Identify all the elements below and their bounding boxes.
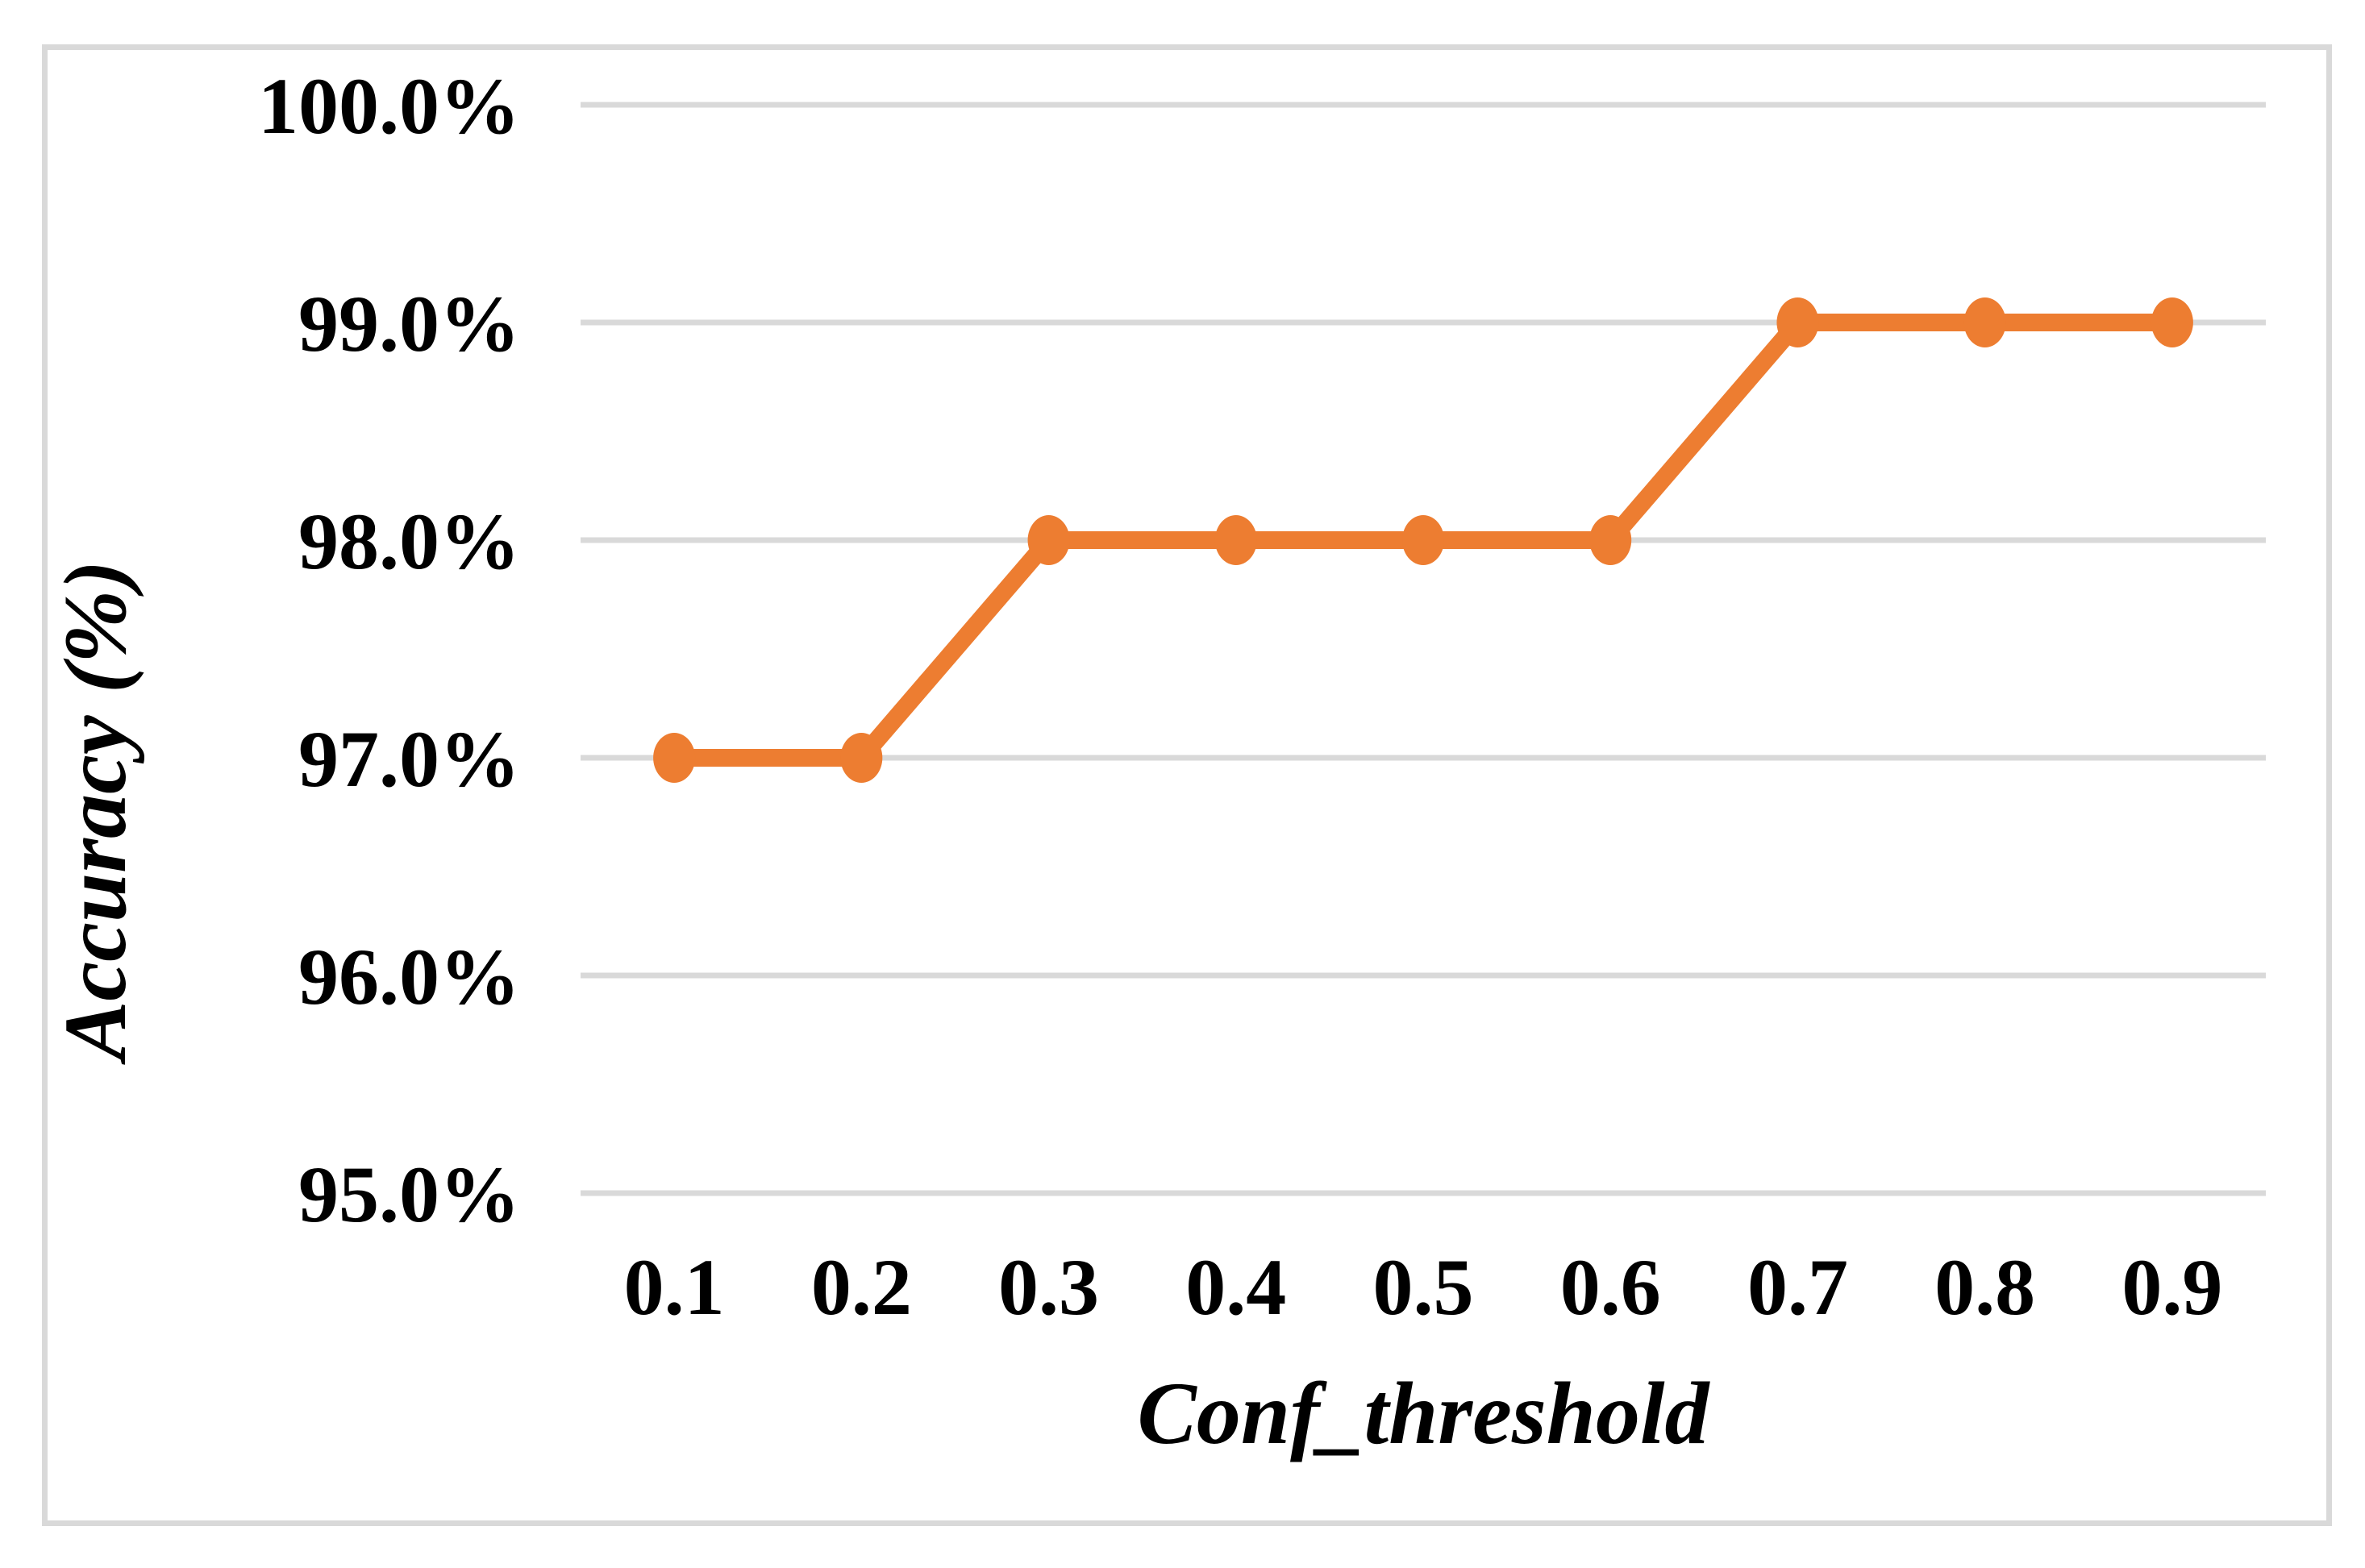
data-point-marker [1214,515,1257,565]
data-point-marker [1027,515,1070,565]
y-tick-label: 95.0% [298,1150,520,1239]
x-tick-label: 0.4 [1185,1242,1286,1332]
data-point-marker [2151,297,2193,347]
x-axis-title: Conf_threshold [1137,1364,1710,1462]
x-tick-label: 0.7 [1747,1242,1848,1332]
data-point-marker [1776,297,1819,347]
x-tick-label: 0.9 [2121,1242,2222,1332]
y-axis-tick-labels: 95.0% 96.0% 97.0% 98.0% 99.0% 100.0% [258,61,520,1239]
y-tick-label: 96.0% [298,932,520,1021]
data-point-marker [1589,515,1632,565]
data-point-marker [1402,515,1444,565]
gridline-group [581,102,2266,1196]
y-tick-label: 99.0% [298,279,520,368]
figure-frame [42,44,2332,1526]
series-group [653,297,2193,783]
y-tick-label: 100.0% [258,61,520,151]
x-tick-label: 0.5 [1373,1242,1474,1332]
x-tick-label: 0.2 [811,1242,912,1332]
y-tick-label: 98.0% [298,497,520,586]
x-tick-label: 0.6 [1560,1242,1661,1332]
x-tick-label: 0.1 [624,1242,725,1332]
x-axis-tick-labels: 0.1 0.2 0.3 0.4 0.5 0.6 0.7 0.8 0.9 [624,1242,2223,1332]
data-point-marker [653,733,696,783]
x-tick-label: 0.8 [1934,1242,2035,1332]
x-tick-label: 0.3 [998,1242,1099,1332]
y-axis-title: Accuracy (%) [46,560,144,1065]
data-point-marker [1963,297,2006,347]
data-point-marker [840,733,883,783]
y-tick-label: 97.0% [298,714,520,804]
